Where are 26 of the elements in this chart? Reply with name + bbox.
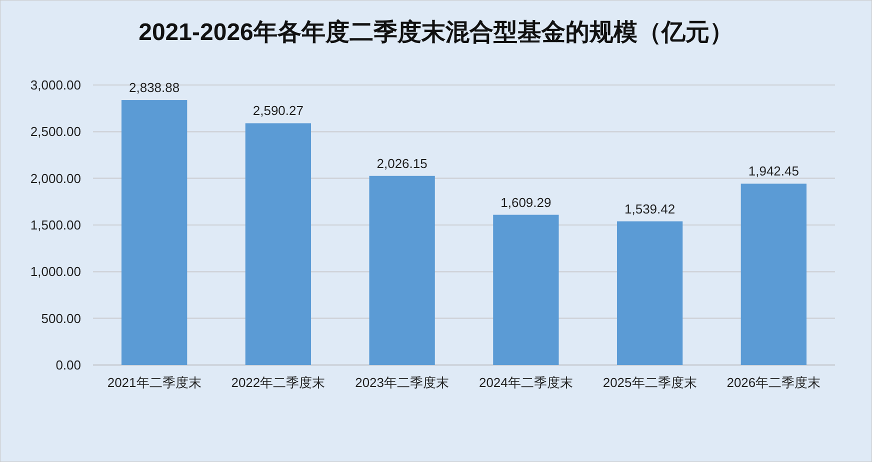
chart-title: 2021-2026年各年度二季度末混合型基金的规模（亿元） bbox=[138, 19, 734, 46]
y-tick-label: 3,000.00 bbox=[30, 78, 81, 93]
data-label: 2,590.27 bbox=[252, 103, 304, 118]
bar bbox=[121, 100, 188, 365]
data-label: 1,539.42 bbox=[624, 201, 676, 216]
y-tick-label: 2,000.00 bbox=[30, 170, 81, 186]
x-tick-label: 2024年二季度末 bbox=[478, 375, 573, 390]
y-tick-label: 0.00 bbox=[56, 358, 81, 373]
data-label: 1,609.29 bbox=[500, 194, 552, 210]
bar bbox=[245, 123, 312, 365]
bar bbox=[493, 214, 559, 365]
x-tick-label: 2023年二季度末 bbox=[355, 375, 450, 390]
y-tick-label: 2,500.00 bbox=[30, 124, 81, 140]
data-label: 2,026.15 bbox=[376, 156, 428, 171]
x-tick-label: 2021年二季度末 bbox=[107, 375, 202, 390]
y-tick-label: 500.00 bbox=[41, 310, 81, 326]
y-tick-label: 1,500.00 bbox=[30, 218, 81, 233]
bar bbox=[369, 176, 435, 365]
x-tick-label: 2025年二季度末 bbox=[602, 375, 697, 390]
bar bbox=[740, 184, 807, 365]
y-tick-label: 1,000.00 bbox=[30, 264, 81, 280]
x-tick-label: 2022年二季度末 bbox=[231, 375, 326, 390]
data-label: 2,838.88 bbox=[129, 80, 180, 96]
x-tick-label: 2026年二季度末 bbox=[726, 375, 821, 390]
bar bbox=[616, 221, 683, 365]
data-label: 1,942.45 bbox=[748, 164, 799, 179]
